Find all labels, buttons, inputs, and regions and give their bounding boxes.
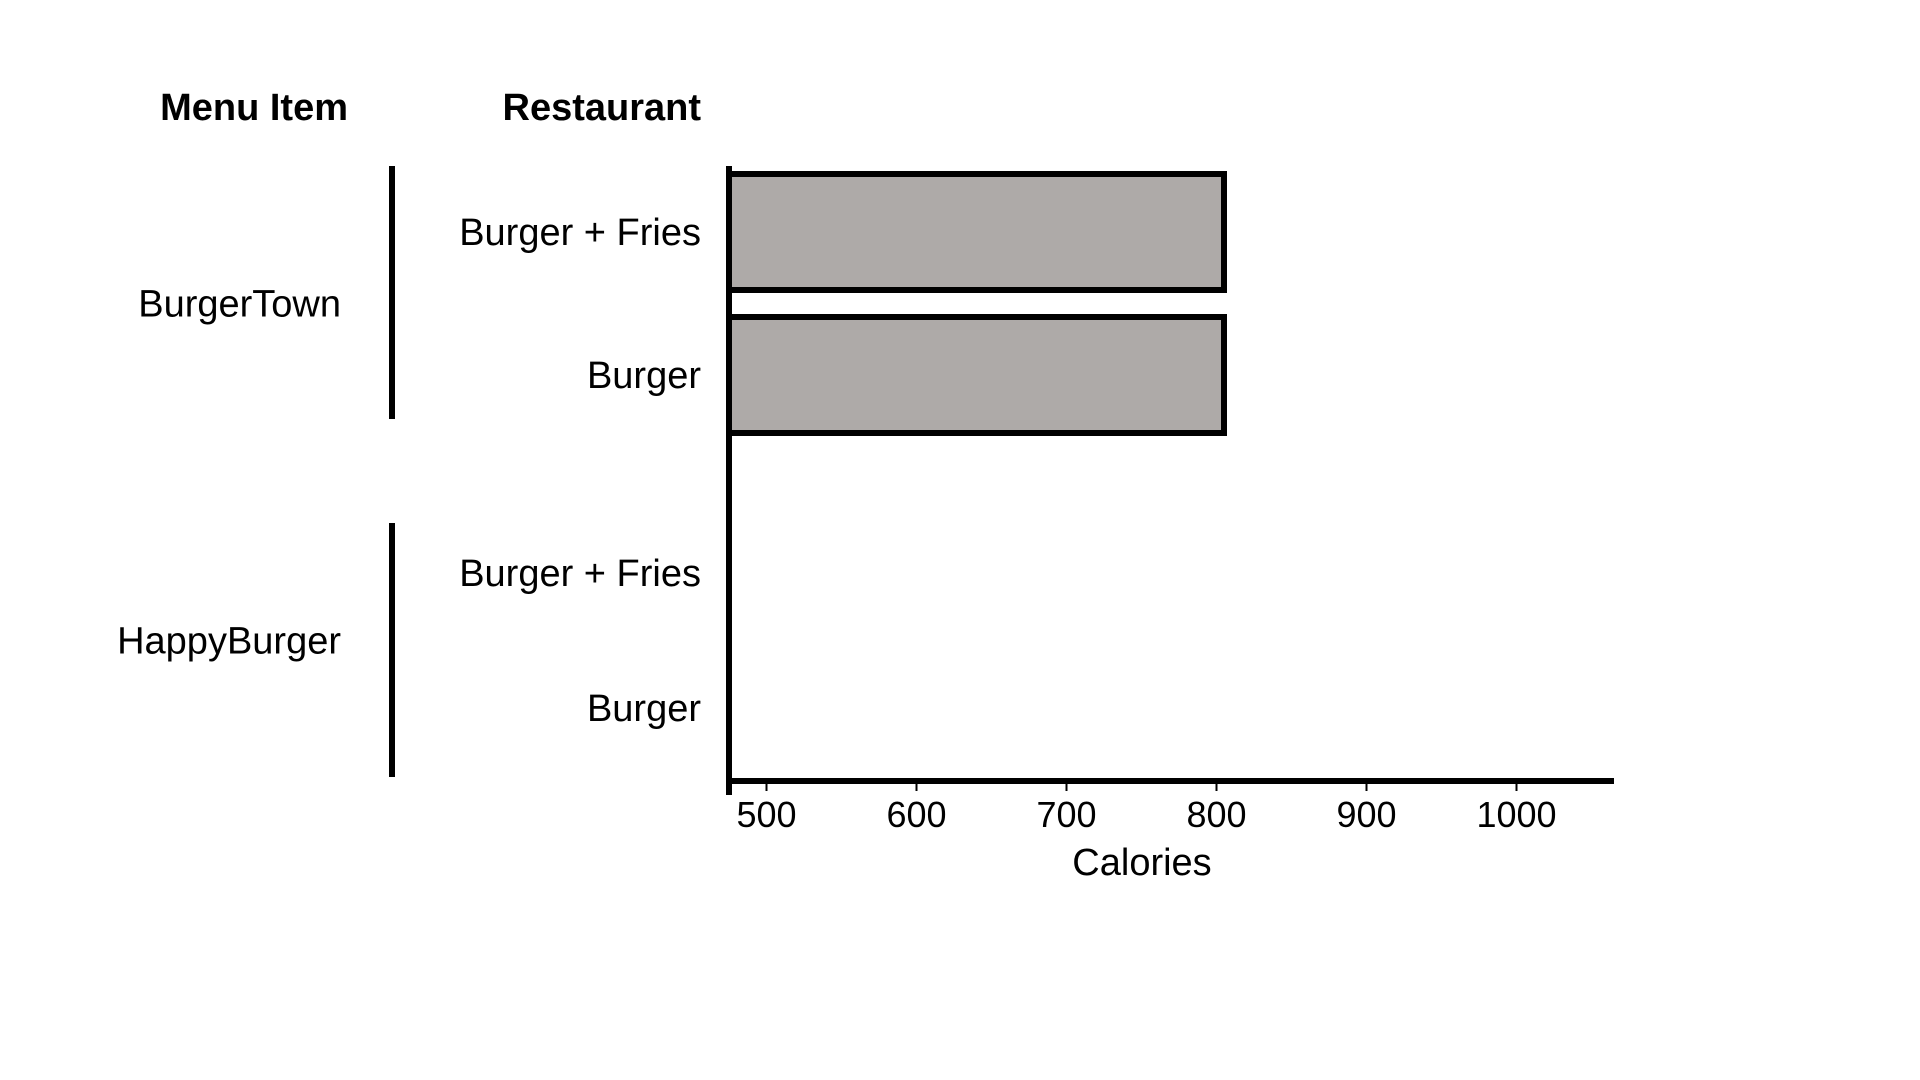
x-tick-label: 900 <box>1336 794 1396 835</box>
x-axis-label: Calories <box>1072 842 1211 884</box>
category-label: Burger + Fries <box>459 553 701 595</box>
group-label: HappyBurger <box>117 621 341 663</box>
restaurant-column-header: Restaurant <box>503 87 702 129</box>
group-label: BurgerTown <box>138 284 341 326</box>
labels-layer: BurgerTown Burger + Fries Burger HappyBurge… <box>117 212 1556 835</box>
bar <box>726 314 1227 436</box>
x-tick-label: 800 <box>1186 794 1246 835</box>
category-label: Burger <box>587 688 701 730</box>
bar <box>726 171 1227 293</box>
x-tick-label: 500 <box>736 794 796 835</box>
x-tick-label: 600 <box>886 794 946 835</box>
category-label: Burger <box>587 355 701 397</box>
category-label: Burger + Fries <box>459 212 701 254</box>
axes-layer <box>389 166 1614 795</box>
x-tick-label: 700 <box>1036 794 1096 835</box>
bars-layer <box>726 171 1227 436</box>
menu-item-column-header: Menu Item <box>160 87 348 129</box>
x-tick-label: 1000 <box>1476 794 1556 835</box>
